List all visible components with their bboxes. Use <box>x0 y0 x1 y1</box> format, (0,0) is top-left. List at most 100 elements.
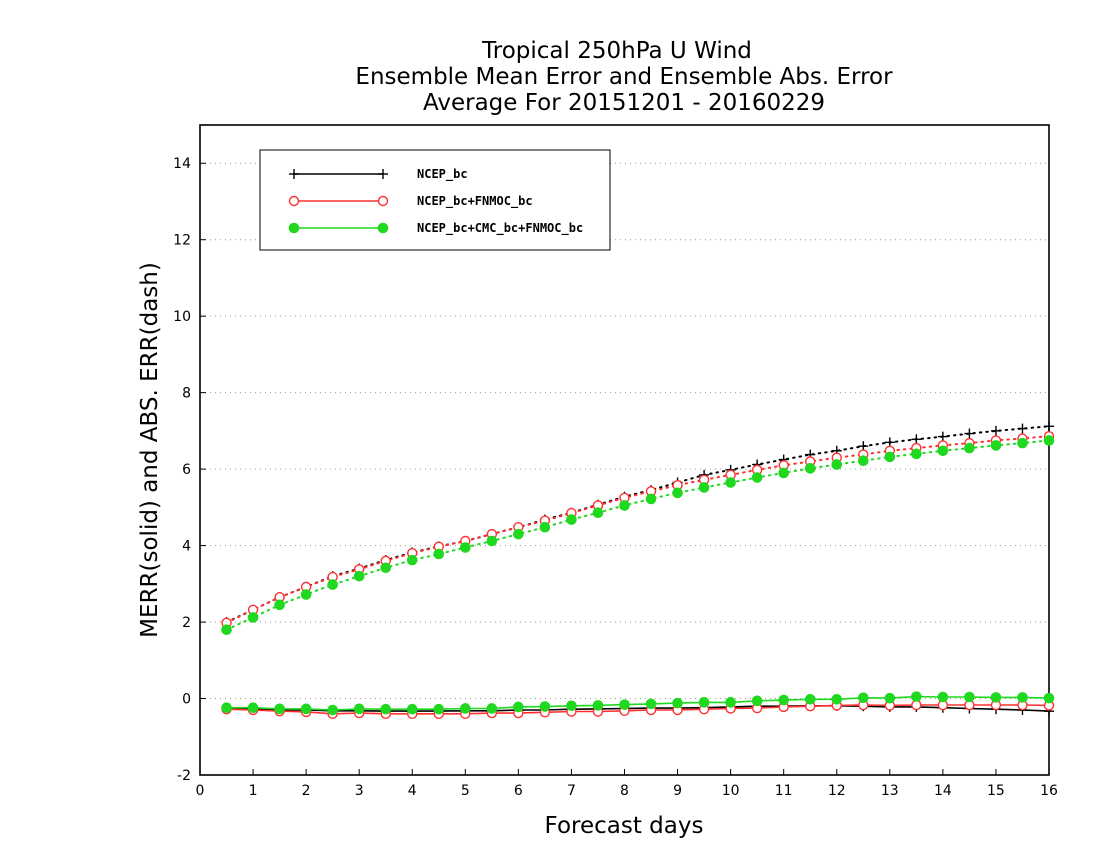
point-ncep-bc-cmc-bc-fnmoc-bc-abs-err-25 <box>884 451 896 463</box>
point-ncep-bc-cmc-bc-fnmoc-bc-merr-0 <box>221 702 232 714</box>
point-ncep-bc-cmc-bc-fnmoc-bc-abs-err-8 <box>433 548 445 560</box>
point-ncep-bc-cmc-bc-fnmoc-bc-abs-err-0 <box>221 624 232 636</box>
point-ncep-bc-abs-err-30 <box>1017 423 1028 434</box>
point-ncep-bc-cmc-bc-fnmoc-bc-merr-27 <box>937 691 949 703</box>
x-tick-label-9: 9 <box>673 783 682 799</box>
point-ncep-bc-cmc-bc-fnmoc-bc-abs-err-28 <box>964 442 975 454</box>
x-tick-label-0: 0 <box>196 783 205 799</box>
y-tick-label-5: 8 <box>182 386 191 402</box>
point-ncep-bc-cmc-bc-fnmoc-bc-abs-err-26 <box>911 448 922 460</box>
point-ncep-bc-cmc-bc-fnmoc-bc-merr-16 <box>645 698 657 710</box>
point-ncep-bc-cmc-bc-fnmoc-bc-merr-3 <box>300 703 312 715</box>
point-ncep-bc-cmc-bc-fnmoc-bc-abs-err-16 <box>645 493 657 505</box>
point-ncep-bc-cmc-bc-fnmoc-bc-abs-err-27 <box>937 445 949 457</box>
point-ncep-bc-cmc-bc-fnmoc-bc-abs-err-7 <box>406 554 418 566</box>
point-ncep-bc-cmc-bc-fnmoc-bc-merr-20 <box>751 695 763 707</box>
legend-box <box>259 149 611 251</box>
point-ncep-bc-cmc-bc-fnmoc-bc-abs-err-23 <box>831 459 843 470</box>
x-tick-label-13: 13 <box>881 783 899 799</box>
chart-title-line-3: Average For 20151201 - 20160229 <box>423 90 825 116</box>
point-ncep-bc-cmc-bc-fnmoc-bc-abs-err-13 <box>566 514 577 525</box>
legend-marker-end-ncep-bc <box>378 169 388 179</box>
point-ncep-bc-cmc-bc-fnmoc-bc-merr-10 <box>486 703 498 714</box>
x-tick-label-11: 11 <box>775 783 793 799</box>
point-ncep-bc-cmc-bc-fnmoc-bc-abs-err-20 <box>751 472 763 483</box>
point-ncep-bc-abs-err-26 <box>911 434 922 445</box>
point-ncep-bc-cmc-bc-fnmoc-bc-abs-err-31 <box>1043 435 1055 446</box>
y-tick-label-2: 2 <box>182 615 191 631</box>
point-ncep-bc-abs-err-31 <box>1044 421 1054 432</box>
point-ncep-bc-cmc-bc-fnmoc-bc-abs-err-6 <box>380 562 392 574</box>
legend-label-ncep-bc-fnmoc-bc: NCEP_bc+FNMOC_bc <box>417 194 533 209</box>
legend-item-ncep-bc-fnmoc-bc: NCEP_bc+FNMOC_bc <box>288 194 533 209</box>
x-tick-label-12: 12 <box>828 783 846 799</box>
y-tick-label-1: 0 <box>182 692 191 708</box>
x-tick-label-8: 8 <box>620 783 629 799</box>
point-ncep-bc-abs-err-28 <box>964 428 975 439</box>
y-tick-label-3: 4 <box>182 539 191 555</box>
x-tick-label-2: 2 <box>302 783 311 799</box>
point-ncep-bc-cmc-bc-fnmoc-bc-abs-err-9 <box>460 542 471 553</box>
x-tick-label-10: 10 <box>722 783 740 799</box>
point-ncep-bc-abs-err-27 <box>937 431 948 442</box>
series-ncep-bc-fnmoc-bc <box>221 431 1055 720</box>
point-ncep-bc-cmc-bc-fnmoc-bc-abs-err-21 <box>778 467 789 479</box>
point-ncep-bc-cmc-bc-fnmoc-bc-merr-7 <box>406 703 418 715</box>
x-tick-label-3: 3 <box>355 783 364 799</box>
point-ncep-bc-cmc-bc-fnmoc-bc-abs-err-10 <box>486 535 498 547</box>
point-ncep-bc-cmc-bc-fnmoc-bc-merr-29 <box>990 692 1002 703</box>
x-tick-label-15: 15 <box>987 783 1005 799</box>
point-ncep-bc-cmc-bc-fnmoc-bc-merr-28 <box>964 691 975 703</box>
y-tick-label-0: -2 <box>177 768 191 784</box>
point-ncep-bc-cmc-bc-fnmoc-bc-merr-14 <box>592 700 604 711</box>
point-ncep-bc-cmc-bc-fnmoc-bc-merr-26 <box>911 691 922 702</box>
series-layer <box>221 421 1055 720</box>
x-tick-label-7: 7 <box>567 783 576 799</box>
x-tick-label-4: 4 <box>408 783 417 799</box>
legend-marker-start-ncep-bc <box>289 169 299 179</box>
point-ncep-bc-cmc-bc-fnmoc-bc-abs-err-14 <box>592 507 604 519</box>
legend-marker-end-ncep-bc-fnmoc-bc <box>377 195 389 207</box>
point-ncep-bc-cmc-bc-fnmoc-bc-merr-8 <box>433 703 445 715</box>
point-ncep-bc-cmc-bc-fnmoc-bc-abs-err-18 <box>698 482 710 493</box>
point-ncep-bc-abs-err-29 <box>990 425 1001 436</box>
point-ncep-bc-cmc-bc-fnmoc-bc-merr-19 <box>725 697 736 708</box>
point-ncep-bc-cmc-bc-fnmoc-bc-merr-15 <box>619 699 630 710</box>
y-tick-label-7: 12 <box>173 233 191 249</box>
point-ncep-bc-cmc-bc-fnmoc-bc-merr-12 <box>539 701 551 712</box>
x-tick-label-6: 6 <box>514 783 523 799</box>
legend-marker-start-ncep-bc-cmc-bc-fnmoc-bc <box>288 222 300 234</box>
point-ncep-bc-cmc-bc-fnmoc-bc-abs-err-3 <box>300 589 312 600</box>
point-ncep-bc-cmc-bc-fnmoc-bc-merr-1 <box>247 702 259 714</box>
series-ncep-bc-cmc-bc-fnmoc-bc <box>221 435 1055 716</box>
point-ncep-bc-cmc-bc-fnmoc-bc-abs-err-11 <box>513 528 524 540</box>
point-ncep-bc-cmc-bc-fnmoc-bc-merr-30 <box>1017 692 1028 703</box>
point-ncep-bc-cmc-bc-fnmoc-bc-merr-22 <box>804 693 816 705</box>
line-ncep-bc-abs-err <box>225 425 1050 624</box>
point-ncep-bc-cmc-bc-fnmoc-bc-merr-13 <box>566 700 577 712</box>
point-ncep-bc-cmc-bc-fnmoc-bc-merr-6 <box>380 703 392 715</box>
x-tick-label-16: 16 <box>1040 783 1058 799</box>
legend-item-ncep-bc-cmc-bc-fnmoc-bc: NCEP_bc+CMC_bc+FNMOC_bc <box>288 221 583 236</box>
x-tick-label-14: 14 <box>934 783 952 799</box>
line-ncep-bc-fnmoc-bc-abs-err <box>225 435 1050 624</box>
point-ncep-bc-cmc-bc-fnmoc-bc-abs-err-12 <box>539 521 551 533</box>
y-axis-label: MERR(solid) and ABS. ERR(dash) <box>137 262 163 638</box>
x-tick-label-5: 5 <box>461 783 470 799</box>
point-ncep-bc-cmc-bc-fnmoc-bc-abs-err-2 <box>274 599 285 611</box>
legend-marker-start-ncep-bc-fnmoc-bc <box>288 195 300 207</box>
legend-label-ncep-bc-cmc-bc-fnmoc-bc: NCEP_bc+CMC_bc+FNMOC_bc <box>417 221 583 236</box>
point-ncep-bc-cmc-bc-fnmoc-bc-abs-err-5 <box>353 570 365 582</box>
point-ncep-bc-cmc-bc-fnmoc-bc-merr-25 <box>884 692 896 704</box>
point-ncep-bc-cmc-bc-fnmoc-bc-abs-err-17 <box>672 487 683 499</box>
point-ncep-bc-cmc-bc-fnmoc-bc-abs-err-1 <box>247 612 259 623</box>
y-tick-label-6: 10 <box>173 309 191 325</box>
legend-item-ncep-bc: NCEP_bc <box>289 167 468 182</box>
point-ncep-bc-cmc-bc-fnmoc-bc-merr-2 <box>274 703 285 715</box>
point-ncep-bc-cmc-bc-fnmoc-bc-abs-err-22 <box>804 463 816 474</box>
point-ncep-bc-cmc-bc-fnmoc-bc-abs-err-29 <box>990 440 1002 451</box>
point-ncep-bc-cmc-bc-fnmoc-bc-merr-24 <box>857 692 869 704</box>
point-ncep-bc-cmc-bc-fnmoc-bc-merr-23 <box>831 693 843 705</box>
